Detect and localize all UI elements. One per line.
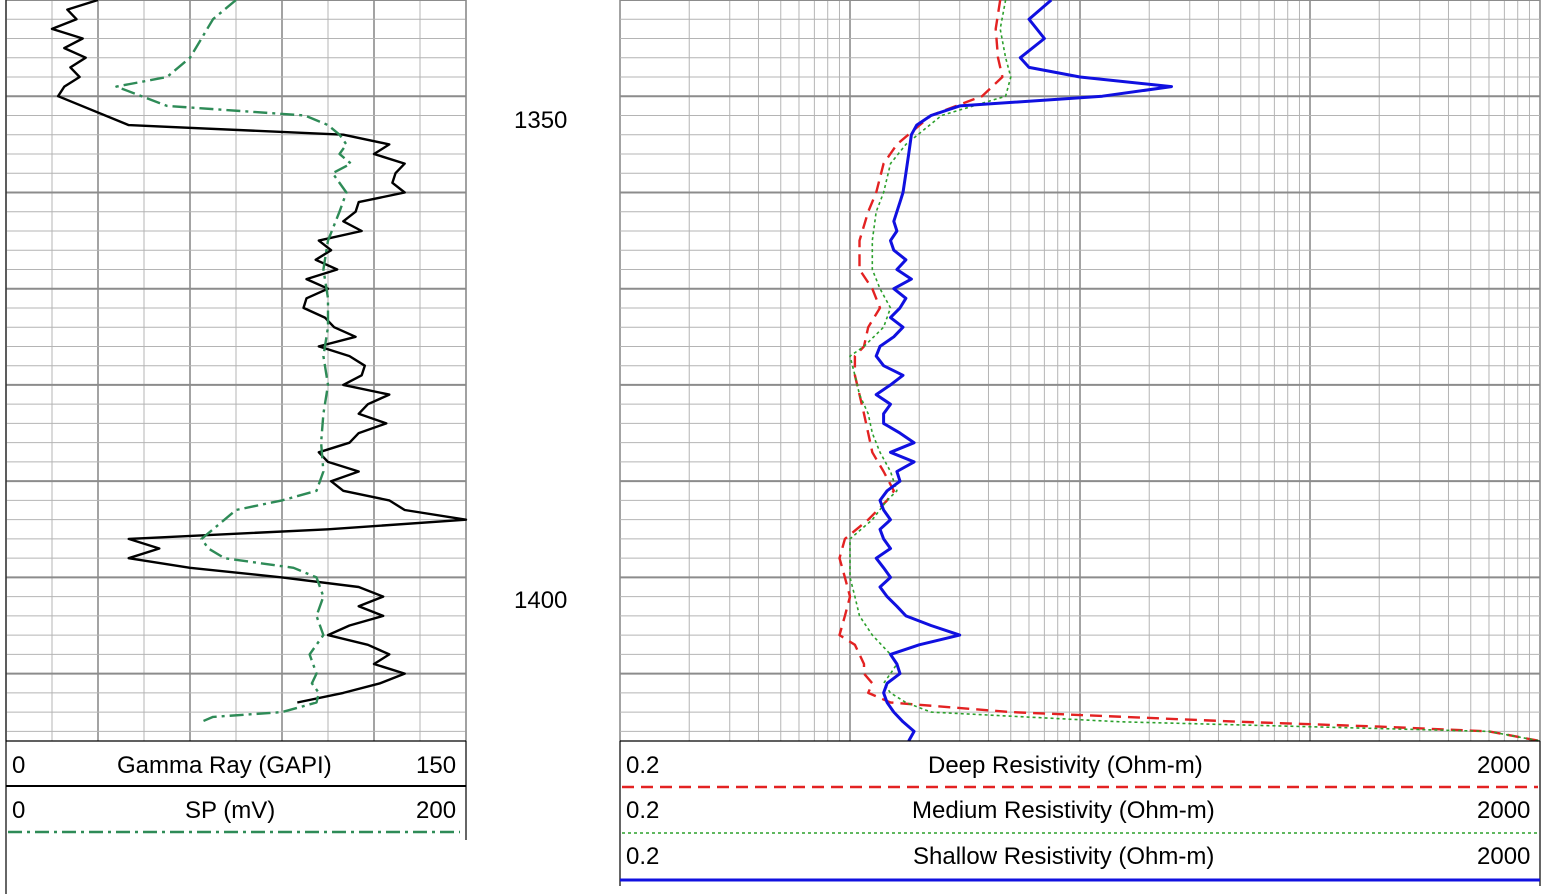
gamma-ray-min: 0	[12, 752, 26, 779]
medium-resistivity-curve	[849, 0, 1541, 742]
sp-name: SP (mV)	[185, 797, 276, 824]
gamma-ray-max: 150	[416, 752, 457, 779]
medium-res-name: Medium Resistivity (Ohm-m)	[912, 797, 1215, 824]
gamma-ray-name: Gamma Ray (GAPI)	[117, 752, 332, 779]
track-1-panel	[5, 0, 468, 741]
sp-max: 200	[416, 797, 457, 824]
gamma-ray-curve	[50, 0, 468, 704]
sp-min: 0	[12, 797, 26, 824]
shallow-resistivity-curve	[874, 0, 1173, 742]
legend-lines	[5, 740, 1541, 894]
shallow-res-min: 0.2	[626, 843, 660, 870]
deep-resistivity-curve	[838, 0, 1541, 743]
deep-res-max: 2000	[1477, 752, 1531, 779]
deep-res-min: 0.2	[626, 752, 660, 779]
deep-res-name: Deep Resistivity (Ohm-m)	[928, 752, 1203, 779]
depth-tick-label-1350: 1350	[514, 107, 568, 134]
sp-curve	[115, 0, 353, 723]
track-2-panel	[619, 0, 1541, 743]
shallow-res-name: Shallow Resistivity (Ohm-m)	[913, 843, 1215, 870]
depth-tick-label-1400: 1400	[514, 587, 568, 614]
shallow-res-max: 2000	[1477, 843, 1531, 870]
medium-res-min: 0.2	[626, 797, 660, 824]
medium-res-max: 2000	[1477, 797, 1531, 824]
